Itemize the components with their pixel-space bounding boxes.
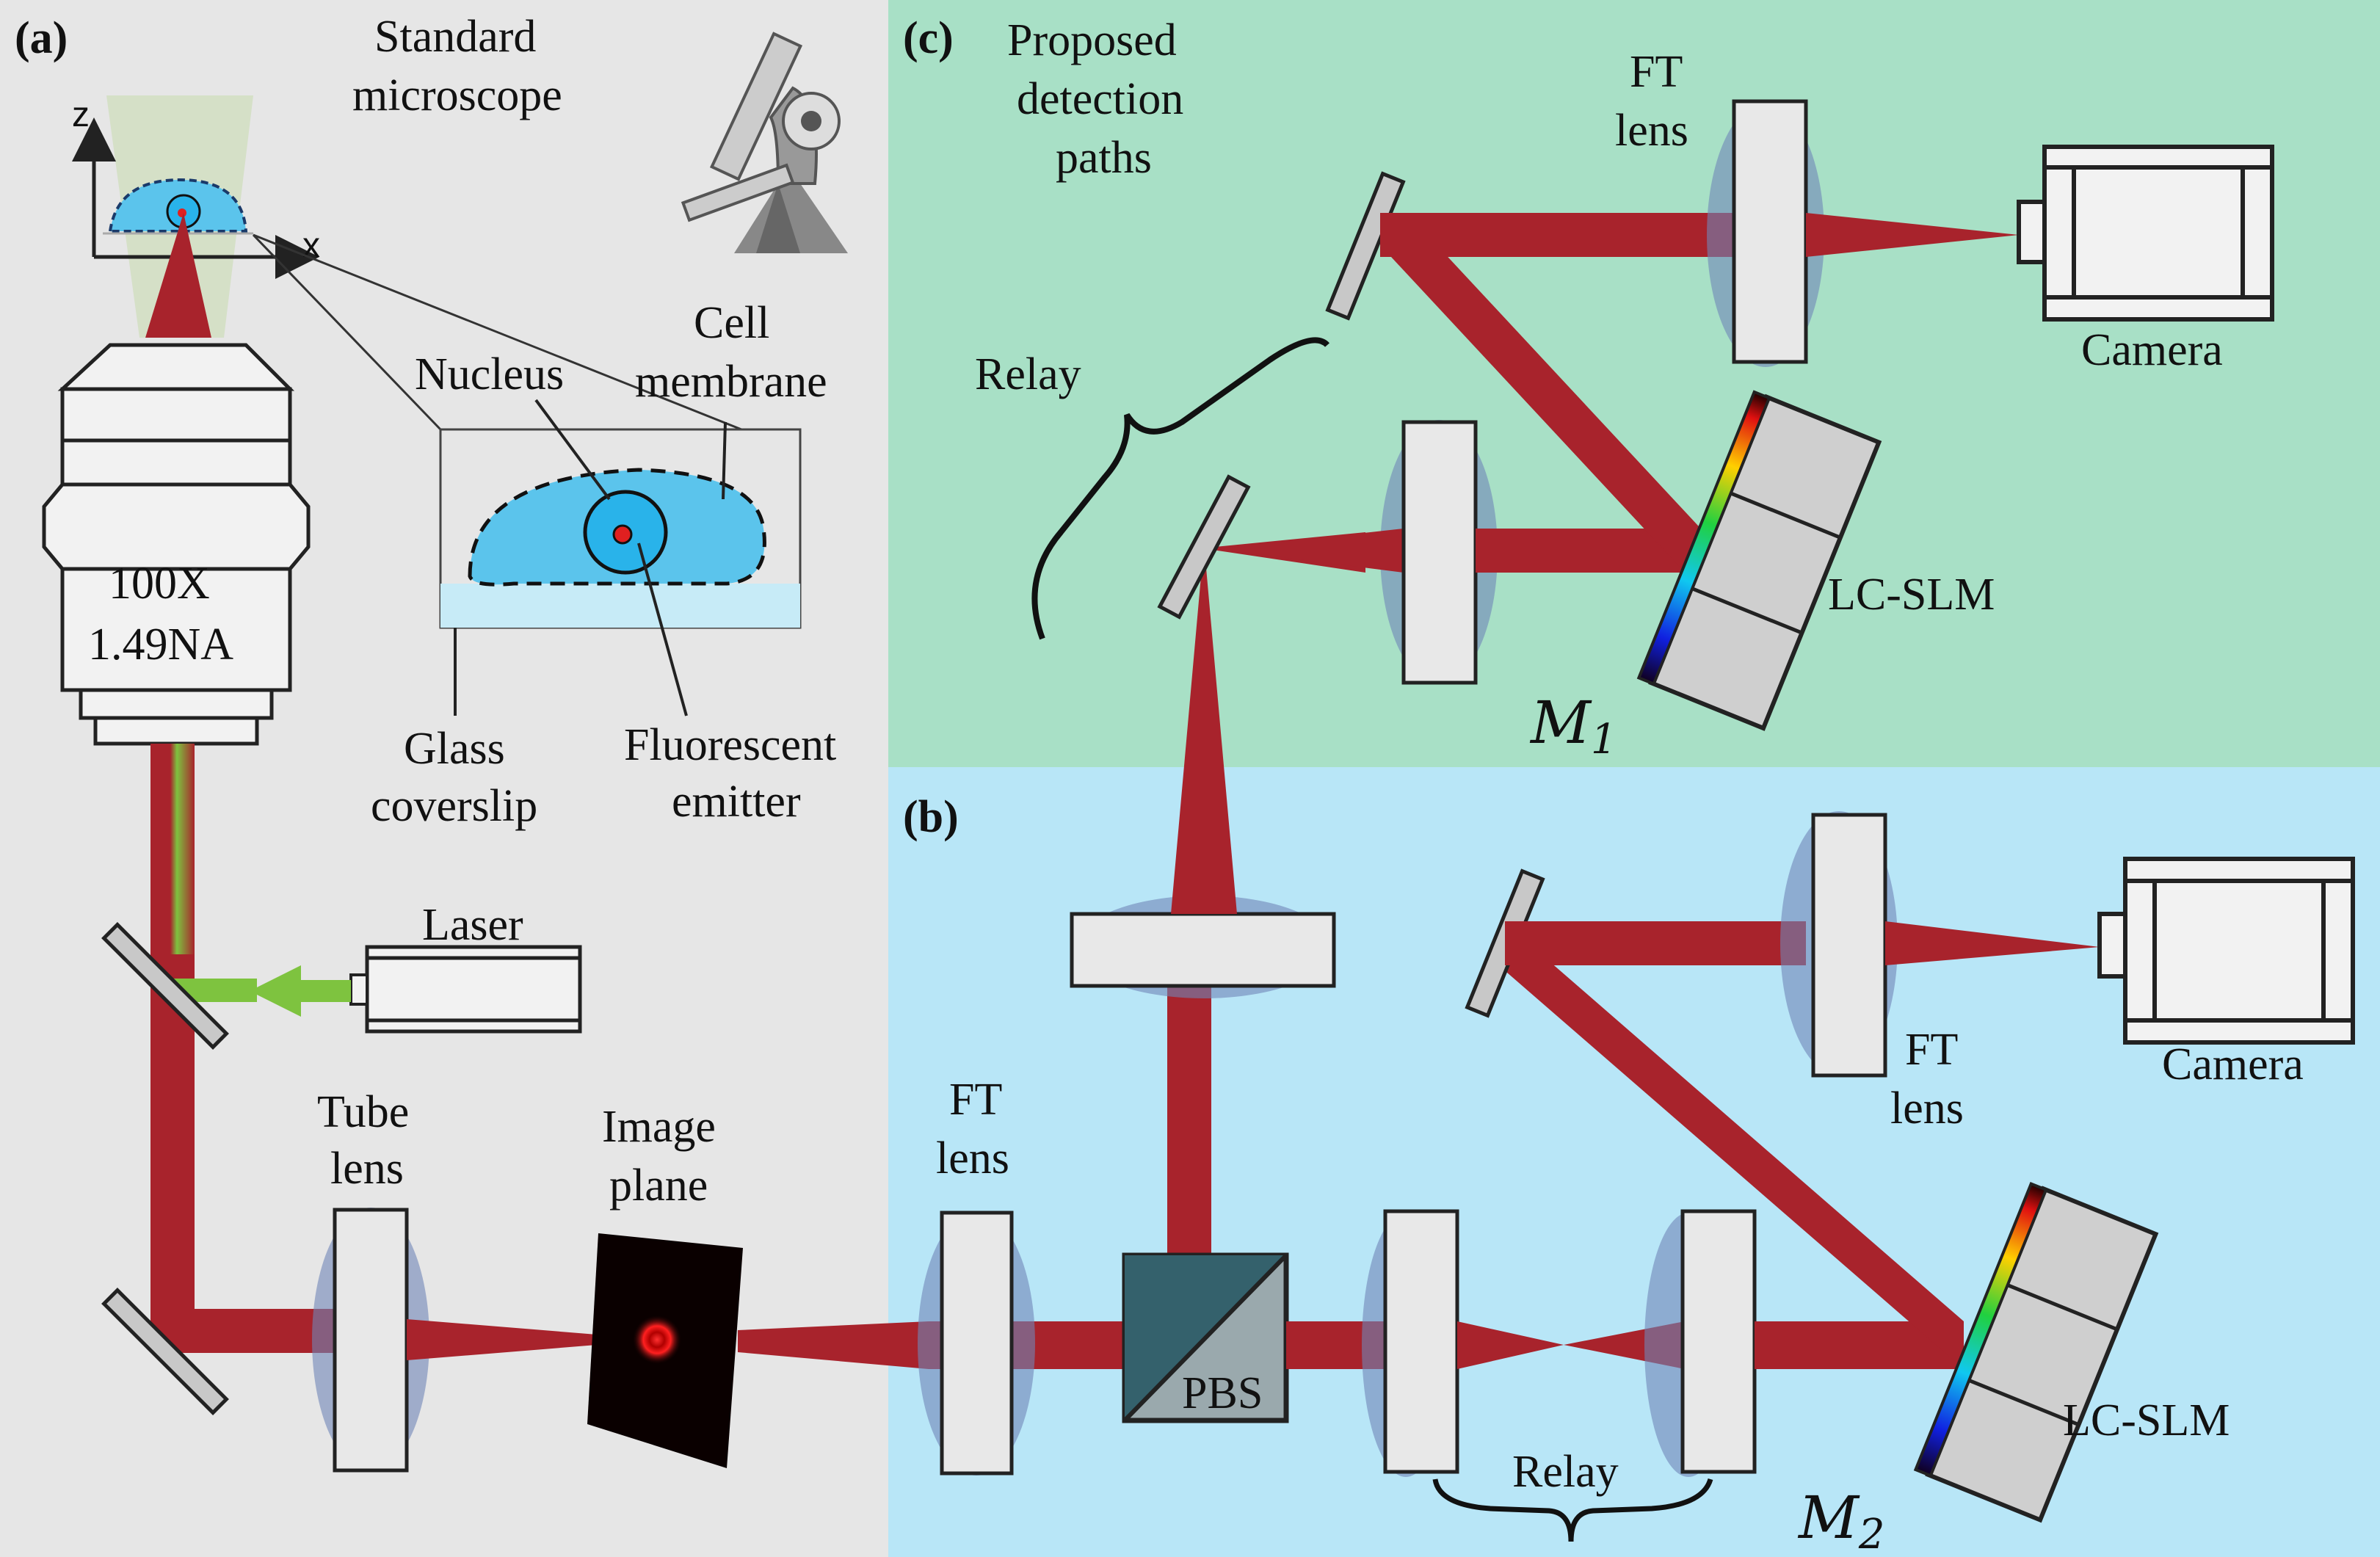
- proposed-paths-title-1: Proposed: [1007, 15, 1177, 65]
- relay-brace-b: [1432, 1478, 1713, 1542]
- ft-lens-b2-label-2: lens: [1890, 1084, 1964, 1133]
- ft-lens-c: [1732, 99, 1808, 364]
- panel-a-label: (a): [15, 13, 68, 63]
- relay-lens-b-2: [1680, 1209, 1757, 1474]
- axis-z-label: z: [72, 95, 90, 134]
- tube-lens: [333, 1208, 409, 1473]
- microscope-icon: [681, 32, 848, 253]
- image-plane-label-2: plane: [609, 1161, 708, 1211]
- mixed-beam: [150, 744, 195, 960]
- camera-c-label: Camera: [2081, 325, 2223, 375]
- polarizing-beam-splitter: [1122, 1252, 1289, 1423]
- tube-lens-label-1: Tube: [317, 1087, 409, 1137]
- focus-cone: [145, 213, 211, 338]
- relay-lens-b-1: [1383, 1209, 1459, 1474]
- ft-lens-c-label-2: lens: [1615, 106, 1688, 156]
- glass-coverslip-label-1: Glass: [404, 724, 505, 774]
- ft-lens-b-2: [1811, 813, 1887, 1078]
- glass-coverslip-label-2: coverslip: [371, 781, 537, 831]
- ft-lens-b: [940, 1211, 1014, 1476]
- fluorescent-emitter-label-2: emitter: [672, 777, 801, 827]
- proposed-paths-title-3: paths: [1056, 133, 1152, 183]
- image-plane-label-1: Image: [602, 1102, 716, 1152]
- nucleus-label: Nucleus: [415, 349, 564, 399]
- lc-slm-b-label: LC-SLM: [2063, 1396, 2230, 1445]
- mask-m1-label: M1: [1529, 689, 1617, 763]
- relay-c-label: Relay: [975, 349, 1081, 399]
- relay-lens-vertical: [1070, 912, 1336, 988]
- camera-c: [2017, 145, 2274, 322]
- objective-numerical-aperture: 1.49NA: [88, 620, 233, 669]
- panel-b-label: (b): [903, 792, 959, 842]
- fold-mirror-a: [101, 1288, 229, 1415]
- cell-membrane-label-1: Cell: [694, 298, 769, 348]
- proposed-paths-title-2: detection: [1017, 74, 1183, 124]
- ft-lens-b-label-1: FT: [949, 1075, 1002, 1125]
- ft-lens-c-label-1: FT: [1630, 47, 1683, 97]
- standard-microscope-title-2: microscope: [352, 70, 562, 120]
- relay-b-label: Relay: [1512, 1447, 1619, 1497]
- ft-lens-b2-label-1: FT: [1905, 1025, 1958, 1075]
- axes-inset: [72, 95, 319, 338]
- lc-slm-c: [1636, 390, 1882, 731]
- fold-mirror-c-upper: [1325, 171, 1406, 321]
- camera-b: [2097, 857, 2355, 1045]
- laser-source: [349, 945, 582, 1034]
- tube-lens-label-2: lens: [330, 1144, 404, 1194]
- fold-mirror-c-lower: [1157, 474, 1251, 620]
- dichroic-mirror: [101, 922, 229, 1050]
- objective-magnification: 100X: [109, 559, 210, 609]
- ft-lens-b-label-2: lens: [936, 1133, 1009, 1183]
- cell-membrane-label-2: membrane: [635, 357, 827, 407]
- panel-c-label: (c): [903, 13, 954, 63]
- panel-c-background: [888, 0, 2380, 767]
- mask-m2-label: M2: [1797, 1484, 1885, 1557]
- relay-brace-c: [1031, 337, 1329, 640]
- laser-label: Laser: [422, 900, 523, 950]
- excitation-beam: [250, 965, 351, 1017]
- standard-microscope-title-1: Standard: [374, 12, 536, 62]
- pbs-label: PBS: [1182, 1368, 1263, 1418]
- objective-lens: [42, 343, 311, 746]
- cell-inset: [439, 428, 802, 629]
- relay-lens-c: [1401, 420, 1478, 685]
- lc-slm-c-label: LC-SLM: [1828, 570, 1995, 620]
- camera-b-label: Camera: [2162, 1039, 2304, 1089]
- fluorescent-emitter-label-1: Fluorescent: [624, 720, 836, 770]
- lc-slm-b: [1913, 1181, 2159, 1523]
